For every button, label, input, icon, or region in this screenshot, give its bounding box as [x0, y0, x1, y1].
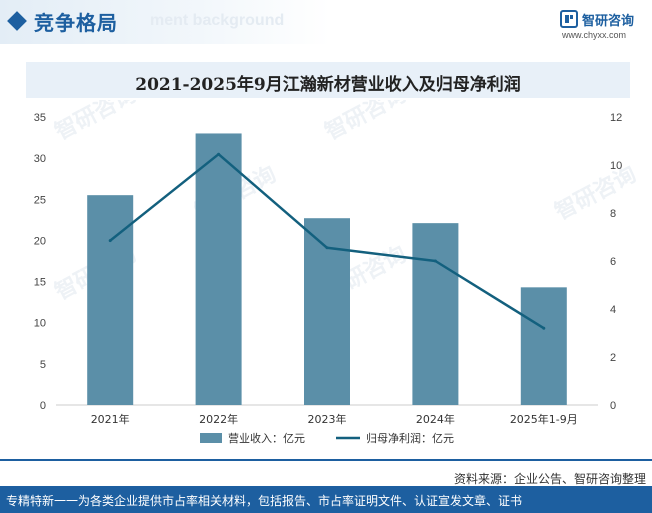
- header: 竞争格局 ment background: [0, 0, 652, 44]
- y-right-tick-label: 2: [610, 352, 616, 364]
- y-right-tick-label: 8: [610, 208, 616, 220]
- footer-band: 专精特新一一为各类企业提供市占率相关材料，包括报告、市占率证明文件、认证宣发文章…: [0, 486, 652, 513]
- x-tick-label: 2021年: [91, 412, 130, 426]
- line-series: [108, 152, 546, 330]
- revenue-bar: [520, 287, 567, 405]
- watermark-4: 智研咨询: [551, 161, 641, 225]
- y-left-tick-label: 35: [34, 112, 46, 124]
- y-right-tick-label: 10: [610, 160, 622, 172]
- y-left-tick-label: 5: [40, 359, 46, 371]
- header-band: [0, 0, 330, 44]
- revenue-bar: [195, 133, 242, 405]
- x-tick-label: 2024年: [416, 412, 455, 426]
- y-left-tick-label: 30: [34, 153, 46, 165]
- revenue-bar: [412, 223, 459, 405]
- chart-title-band: 2021-2025年9月江瀚新材营业收入及归母净利润: [26, 62, 630, 98]
- chart-legend: 营业收入：亿元 归母净利润：亿元: [200, 431, 454, 445]
- net-profit-point: [108, 239, 112, 243]
- combo-chart: 智研咨询智研咨询智研咨询智研咨询智研咨询智研咨询 051015202530350…: [34, 100, 641, 445]
- y-right-tick-label: 4: [610, 304, 616, 316]
- y-left-tick-label: 0: [40, 400, 46, 412]
- y-right-tick-label: 0: [610, 400, 616, 412]
- brand-logo: 智研咨询 www.chyxx.com: [552, 8, 648, 42]
- logo-name: 智研咨询: [582, 14, 635, 29]
- footer-divider: [0, 459, 652, 461]
- logo-url: www.chyxx.com: [562, 30, 627, 40]
- net-profit-point: [542, 326, 546, 330]
- y-left-tick-label: 20: [34, 235, 46, 247]
- x-tick-labels: 2021年 2022年 2023年 2024年 2025年1-9月: [91, 412, 578, 426]
- bar-series: [87, 133, 567, 405]
- y-right-tick-label: 6: [610, 256, 616, 268]
- y-right-tick-label: 12: [610, 112, 622, 124]
- net-profit-point: [433, 259, 437, 263]
- y-left-tick-label: 25: [34, 194, 46, 206]
- x-tick-label: 2023年: [308, 412, 347, 426]
- chart-title: 2021-2025年9月江瀚新材营业收入及归母净利润: [135, 75, 521, 95]
- legend-line-label: 归母净利润：亿元: [366, 431, 454, 445]
- net-profit-point: [217, 152, 221, 156]
- revenue-bar: [87, 195, 134, 405]
- y-left-tick-label: 15: [34, 277, 46, 289]
- y-left-tick-label: 10: [34, 318, 46, 330]
- background-watermark-text: ment background: [150, 12, 285, 29]
- source-note: 资料来源：企业公告、智研咨询整理: [453, 472, 646, 486]
- zhiyan-logo-icon: [560, 10, 578, 28]
- footer-slogan: 专精特新一一为各类企业提供市占率相关材料，包括报告、市占率证明文件、认证宣发文章…: [6, 494, 523, 508]
- section-title: 竞争格局: [34, 11, 118, 35]
- net-profit-point: [325, 246, 329, 250]
- watermark-0: 智研咨询: [51, 100, 141, 145]
- x-tick-label: 2022年: [199, 412, 238, 426]
- x-tick-label: 2025年1-9月: [510, 412, 578, 426]
- legend-bar-swatch: [200, 433, 222, 443]
- watermark-1: 智研咨询: [321, 100, 411, 145]
- legend-bar-label: 营业收入：亿元: [228, 431, 305, 445]
